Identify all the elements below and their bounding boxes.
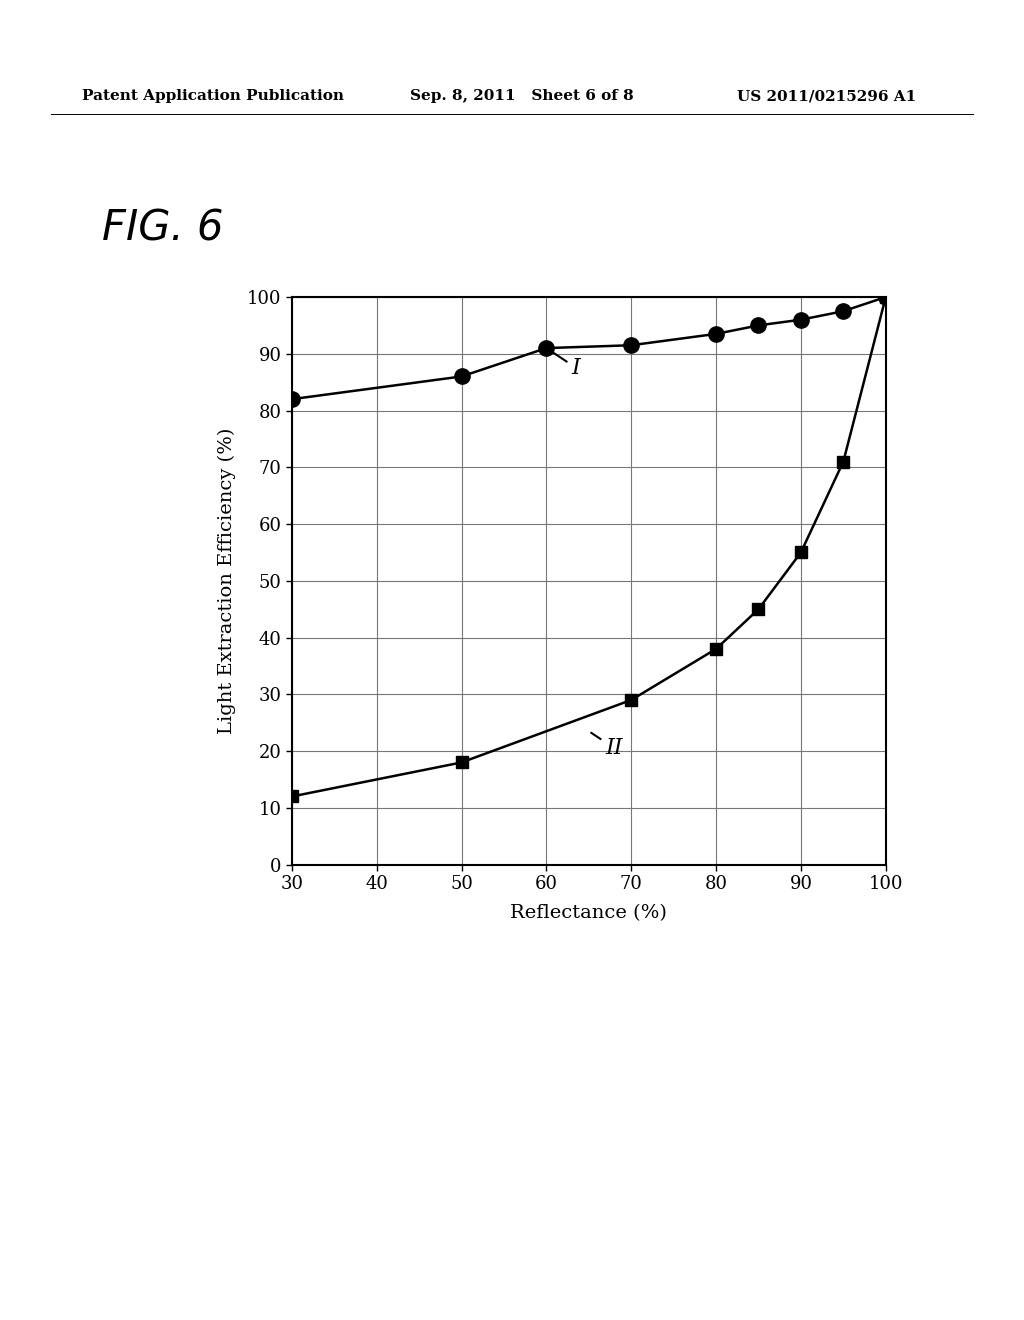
Text: FIG. 6: FIG. 6	[102, 207, 224, 249]
X-axis label: Reflectance (%): Reflectance (%)	[510, 904, 668, 923]
Text: Sep. 8, 2011   Sheet 6 of 8: Sep. 8, 2011 Sheet 6 of 8	[410, 90, 634, 103]
Text: I: I	[549, 350, 581, 379]
Text: US 2011/0215296 A1: US 2011/0215296 A1	[737, 90, 916, 103]
Text: II: II	[591, 733, 624, 759]
Y-axis label: Light Extraction Efficiency (%): Light Extraction Efficiency (%)	[217, 428, 236, 734]
Text: Patent Application Publication: Patent Application Publication	[82, 90, 344, 103]
